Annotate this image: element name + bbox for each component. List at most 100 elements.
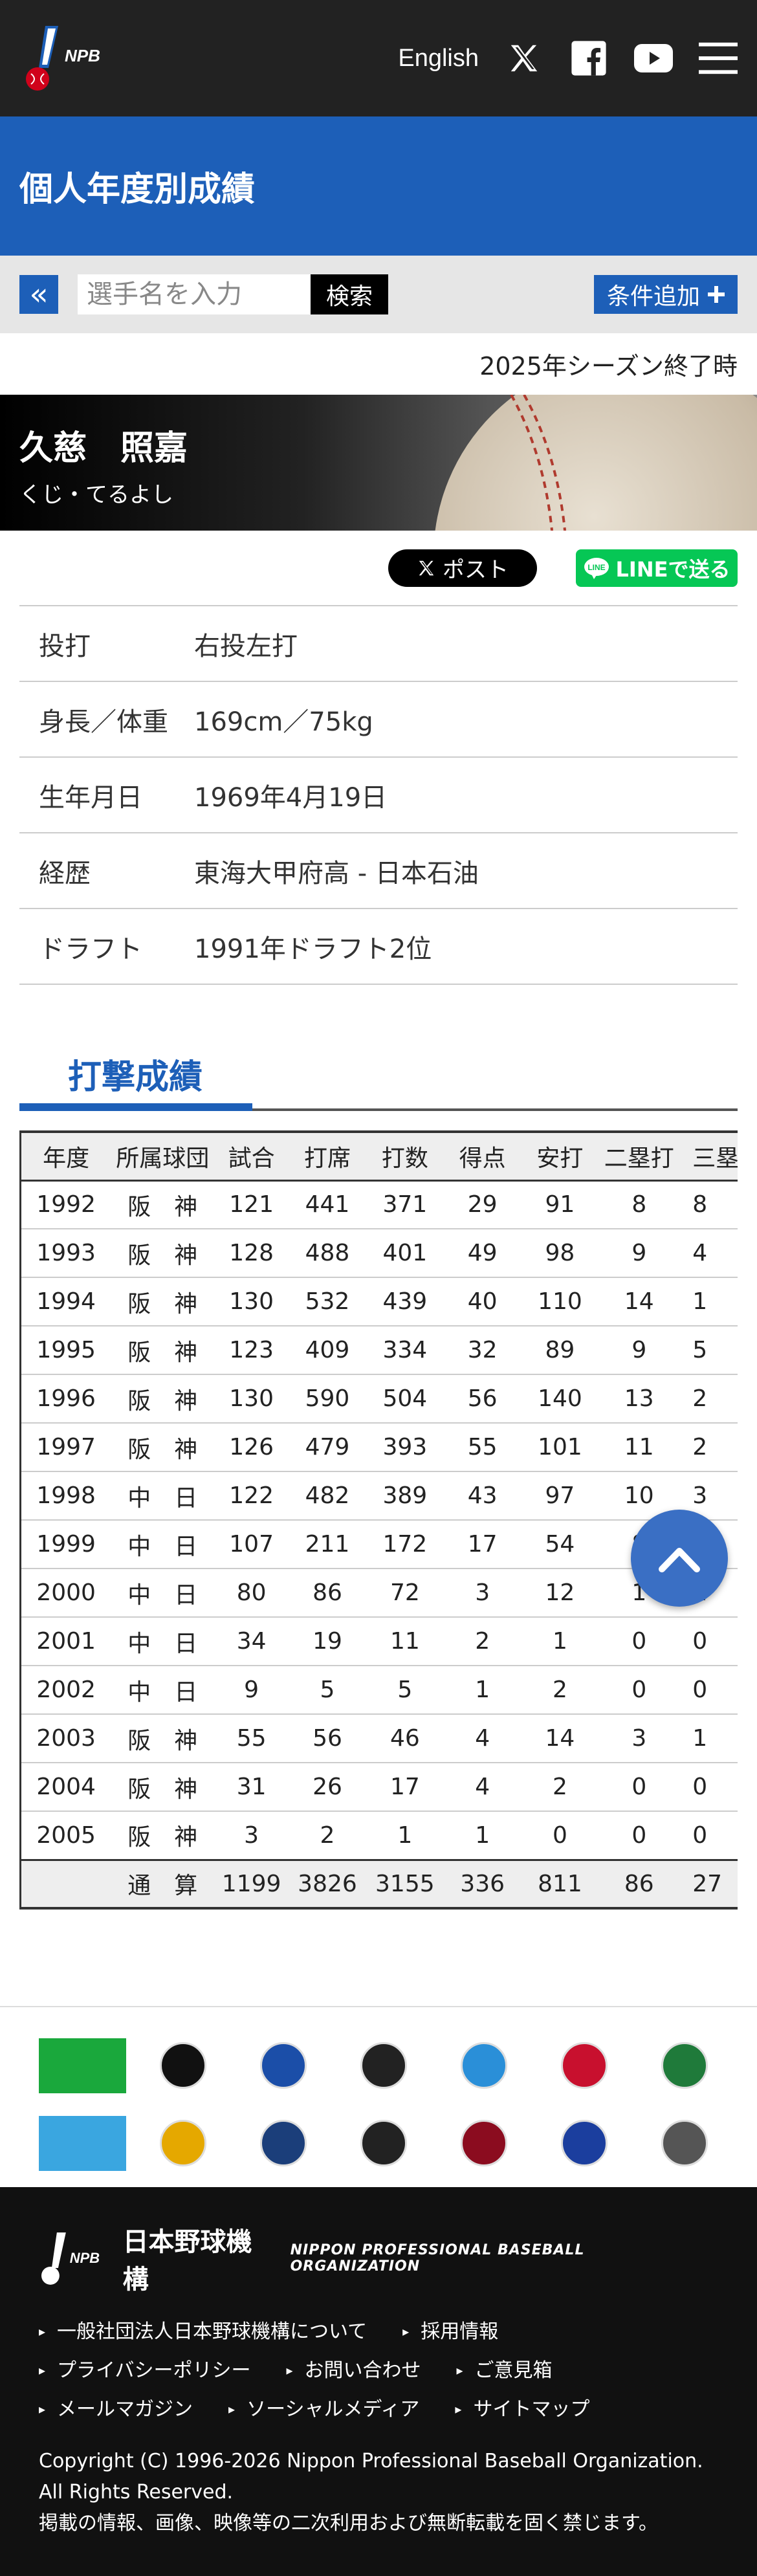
team-logo-buffaloes[interactable] bbox=[340, 2114, 427, 2172]
english-link[interactable]: English bbox=[398, 44, 479, 72]
column-header: 三塁打 bbox=[679, 1130, 738, 1182]
scroll-to-top-button[interactable] bbox=[631, 1510, 728, 1607]
table-cell: 43 bbox=[443, 1471, 521, 1521]
batting-section-header: 打撃成績 bbox=[19, 1033, 738, 1111]
pacific-league-icon bbox=[39, 2115, 126, 2171]
table-cell: 0 bbox=[598, 1617, 680, 1666]
table-cell: 12 bbox=[521, 1569, 599, 1618]
team-logo-tigers[interactable] bbox=[139, 2036, 226, 2095]
table-row: 1993 阪 神 128 488 401 49 98 9 4 bbox=[20, 1229, 738, 1278]
team-logo-giants[interactable] bbox=[340, 2036, 427, 2095]
team-logo-lions[interactable] bbox=[540, 2114, 628, 2172]
table-cell: 0 bbox=[679, 1811, 738, 1860]
team-logo-swallows[interactable] bbox=[641, 2036, 728, 2095]
table-cell: 128 bbox=[214, 1229, 289, 1278]
x-icon[interactable] bbox=[505, 39, 543, 78]
footer-link-newsletter[interactable]: メールマガジン bbox=[39, 2393, 193, 2421]
table-cell: 5 bbox=[679, 1326, 738, 1375]
team-logo-dragons[interactable] bbox=[440, 2036, 527, 2095]
team-logo-pacific-league[interactable] bbox=[39, 2114, 126, 2172]
add-condition-label: 条件追加 bbox=[606, 283, 700, 310]
footer-link-social[interactable]: ソーシャルメディア bbox=[228, 2393, 419, 2421]
table-cell: 2005 bbox=[20, 1811, 111, 1860]
section-title: 打撃成績 bbox=[68, 1058, 203, 1097]
table-cell: 1 bbox=[679, 1277, 738, 1327]
column-header: 試合 bbox=[214, 1130, 289, 1182]
table-cell: 389 bbox=[366, 1471, 444, 1521]
table-cell: 1996 bbox=[20, 1374, 111, 1424]
table-cell: 590 bbox=[289, 1374, 366, 1424]
chevron-up-icon bbox=[659, 1548, 700, 1572]
team-logo-row bbox=[39, 2027, 728, 2104]
table-cell: 中 日 bbox=[111, 1520, 215, 1569]
team-logo-marines[interactable] bbox=[641, 2114, 728, 2172]
back-button[interactable]: « bbox=[19, 275, 58, 314]
search-bar: « 検索 条件追加 bbox=[0, 256, 757, 333]
table-cell: 2002 bbox=[20, 1666, 111, 1715]
season-note: 2025年シーズン終了時 bbox=[479, 352, 738, 380]
table-cell: 32 bbox=[443, 1326, 521, 1375]
table-cell: 17 bbox=[366, 1763, 444, 1812]
total-cell: 27 bbox=[679, 1858, 738, 1910]
table-row: 1996 阪 神 130 590 504 56 140 13 2 bbox=[20, 1374, 738, 1424]
profile-row: 生年月日 1969年4月19日 bbox=[19, 758, 738, 833]
footer-link-recruit[interactable]: 採用情報 bbox=[402, 2315, 498, 2344]
search-button[interactable]: 検索 bbox=[311, 274, 388, 314]
line-share-button[interactable]: LINE LINEで送る bbox=[576, 549, 738, 587]
table-cell: 2 bbox=[521, 1763, 599, 1812]
table-cell: 17 bbox=[443, 1520, 521, 1569]
table-cell: 阪 神 bbox=[111, 1374, 215, 1424]
table-cell: 441 bbox=[289, 1180, 366, 1229]
footer-link-feedback[interactable]: ご意見箱 bbox=[457, 2354, 553, 2383]
npb-logo[interactable]: NPB bbox=[19, 19, 116, 97]
table-cell: 4 bbox=[443, 1714, 521, 1763]
table-cell: 9 bbox=[598, 1229, 680, 1278]
team-logo-hawks[interactable] bbox=[139, 2114, 226, 2172]
column-header: 安打 bbox=[521, 1130, 599, 1182]
carp-icon bbox=[560, 2042, 608, 2089]
table-cell: 2 bbox=[443, 1617, 521, 1666]
team-logo-carp[interactable] bbox=[540, 2036, 628, 2095]
footer-logo[interactable]: NPB 日本野球機構 NIPPON PROFESSIONAL BASEBALL … bbox=[39, 2226, 718, 2295]
team-logo-baystars[interactable] bbox=[239, 2036, 327, 2095]
table-row: 2004 阪 神 31 26 17 4 2 0 0 bbox=[20, 1763, 738, 1812]
table-cell: 阪 神 bbox=[111, 1277, 215, 1327]
player-name: 久慈 照嘉 bbox=[19, 429, 188, 468]
footer-link-contact[interactable]: お問い合わせ bbox=[286, 2354, 421, 2383]
line-share-label: LINEで送る bbox=[615, 556, 730, 582]
table-cell: 89 bbox=[521, 1326, 599, 1375]
table-cell: 13 bbox=[598, 1374, 680, 1424]
facebook-icon[interactable] bbox=[569, 39, 608, 78]
profile-key: 身長／体重 bbox=[39, 707, 168, 737]
table-cell: 2004 bbox=[20, 1763, 111, 1812]
svg-text:NPB: NPB bbox=[70, 2250, 100, 2266]
table-cell: 107 bbox=[214, 1520, 289, 1569]
column-header: 打数 bbox=[366, 1130, 444, 1182]
footer-link-sitemap[interactable]: サイトマップ bbox=[455, 2393, 589, 2421]
team-logo-fighters[interactable] bbox=[239, 2114, 327, 2172]
profile-value: 169cm／75kg bbox=[194, 707, 373, 737]
player-search-input[interactable] bbox=[78, 274, 311, 314]
hamburger-menu-icon[interactable] bbox=[699, 39, 738, 78]
table-cell: 阪 神 bbox=[111, 1763, 215, 1812]
table-cell: 1998 bbox=[20, 1471, 111, 1521]
section-accent-bar bbox=[19, 1103, 252, 1111]
table-header-row: 年度所属球団試合打席打数得点安打二塁打三塁打 bbox=[20, 1130, 738, 1182]
table-cell: 504 bbox=[366, 1374, 444, 1424]
column-header: 所属球団 bbox=[111, 1130, 215, 1182]
team-logo-central-league[interactable] bbox=[39, 2036, 126, 2095]
table-cell: 阪 神 bbox=[111, 1180, 215, 1229]
add-condition-button[interactable]: 条件追加 bbox=[593, 275, 738, 314]
footer-link-about[interactable]: 一般社団法人日本野球機構について bbox=[39, 2315, 367, 2344]
team-logo-eagles[interactable] bbox=[440, 2114, 527, 2172]
total-cell: 3826 bbox=[289, 1858, 366, 1910]
table-cell: 2 bbox=[521, 1666, 599, 1715]
table-cell: 439 bbox=[366, 1277, 444, 1327]
x-post-button[interactable]: ポスト bbox=[388, 549, 537, 587]
youtube-icon[interactable] bbox=[634, 39, 673, 78]
footer-link-privacy[interactable]: プライバシーポリシー bbox=[39, 2354, 250, 2383]
table-cell: 86 bbox=[289, 1569, 366, 1618]
